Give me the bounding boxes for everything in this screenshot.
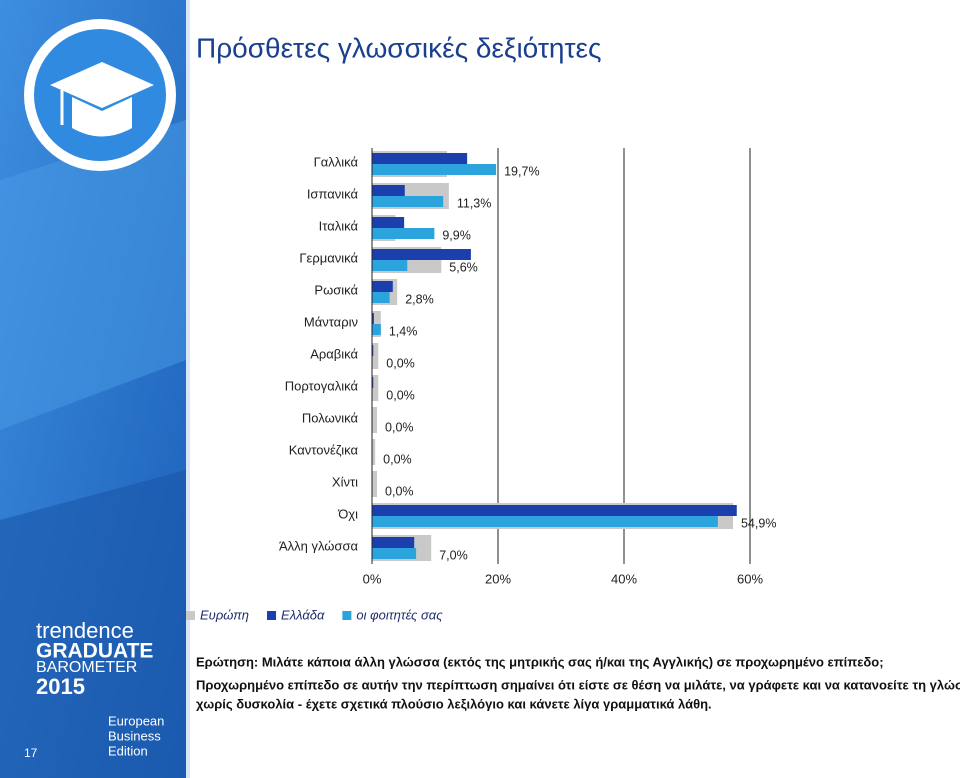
legend-label: Ευρώπη: [200, 607, 249, 622]
y-tick-label: Ισπανικά: [307, 186, 359, 201]
data-label: 54,9%: [741, 516, 776, 530]
side-shape: [0, 120, 186, 430]
bar: [372, 505, 737, 516]
question-text: Προχωρημένο επίπεδο σε αυτήν την περίπτω…: [196, 677, 960, 692]
page-number: 17: [24, 746, 38, 760]
data-label: 0,0%: [386, 388, 415, 402]
bar: [372, 260, 408, 271]
data-label: 11,3%: [457, 196, 492, 210]
y-tick-label: Χίντι: [332, 474, 358, 489]
bar: [372, 343, 379, 369]
x-tick-label: 20%: [485, 571, 511, 586]
bar: [372, 153, 468, 164]
bar: [372, 164, 497, 175]
y-tick-label: Πολωνικά: [302, 410, 359, 425]
bar: [372, 407, 378, 433]
bar: [372, 471, 378, 497]
y-tick-label: Όχι: [337, 506, 358, 521]
y-tick-label: Γαλλικά: [314, 154, 359, 169]
question-text: Ερώτηση: Μιλάτε κάποια άλλη γλώσσα (εκτό…: [196, 654, 884, 669]
y-tick-label: Αραβικά: [310, 346, 358, 361]
bar: [372, 375, 379, 401]
data-label: 9,9%: [442, 228, 471, 242]
data-label: 19,7%: [504, 164, 539, 178]
bar: [372, 516, 718, 527]
y-tick-label: Άλλη γλώσσα: [279, 538, 359, 553]
bar: [372, 313, 374, 324]
bar: [372, 196, 444, 207]
bar: [372, 228, 435, 239]
bar: [372, 324, 381, 335]
logo-text: Edition: [108, 743, 148, 758]
cap-base: [72, 97, 132, 137]
data-label: 0,0%: [385, 484, 414, 498]
y-tick-label: Ρωσικά: [314, 282, 358, 297]
question-text: χωρίς δυσκολία - έχετε σχετικά πλούσιο λ…: [196, 696, 712, 711]
bar: [372, 377, 374, 388]
side-shape: [0, 470, 186, 778]
logo-text: trendence: [36, 618, 134, 643]
y-tick-label: Πορτογαλικά: [285, 378, 359, 393]
y-tick-label: Ιταλικά: [319, 218, 359, 233]
bar: [372, 281, 393, 292]
x-tick-label: 0%: [363, 571, 382, 586]
bar: [372, 439, 376, 465]
slide-title: Πρόσθετες γλωσσικές δεξιότητες: [196, 32, 602, 63]
data-label: 7,0%: [439, 548, 468, 562]
logo-text: 2015: [36, 674, 85, 699]
logo-text: European: [108, 713, 164, 728]
legend-label: οι φοιτητές σας: [356, 607, 443, 622]
bar: [372, 537, 415, 548]
legend-label: Ελλάδα: [281, 607, 325, 622]
data-label: 1,4%: [389, 324, 418, 338]
y-tick-label: Γερμανικά: [299, 250, 358, 265]
bar: [372, 548, 417, 559]
logo-text: BAROMETER: [36, 659, 137, 676]
y-tick-label: Καντονέζικα: [289, 442, 359, 457]
y-tick-label: Μάνταριν: [304, 314, 358, 329]
x-tick-label: 60%: [737, 571, 763, 586]
bar: [372, 292, 390, 303]
legend-swatch: [186, 611, 195, 620]
bar: [372, 345, 374, 356]
bar: [372, 217, 405, 228]
data-label: 0,0%: [385, 420, 414, 434]
data-label: 5,6%: [449, 260, 478, 274]
data-label: 2,8%: [405, 292, 434, 306]
data-label: 0,0%: [383, 452, 412, 466]
legend-swatch: [342, 611, 352, 620]
side-edge: [186, 0, 190, 778]
bar: [372, 249, 471, 260]
bar: [372, 185, 405, 196]
legend-swatch: [267, 611, 277, 620]
logo-text: Business: [108, 728, 161, 743]
logo-text: GRADUATE: [36, 640, 153, 663]
data-label: 0,0%: [386, 356, 415, 370]
x-tick-label: 40%: [611, 571, 637, 586]
cap-top: [50, 62, 154, 108]
